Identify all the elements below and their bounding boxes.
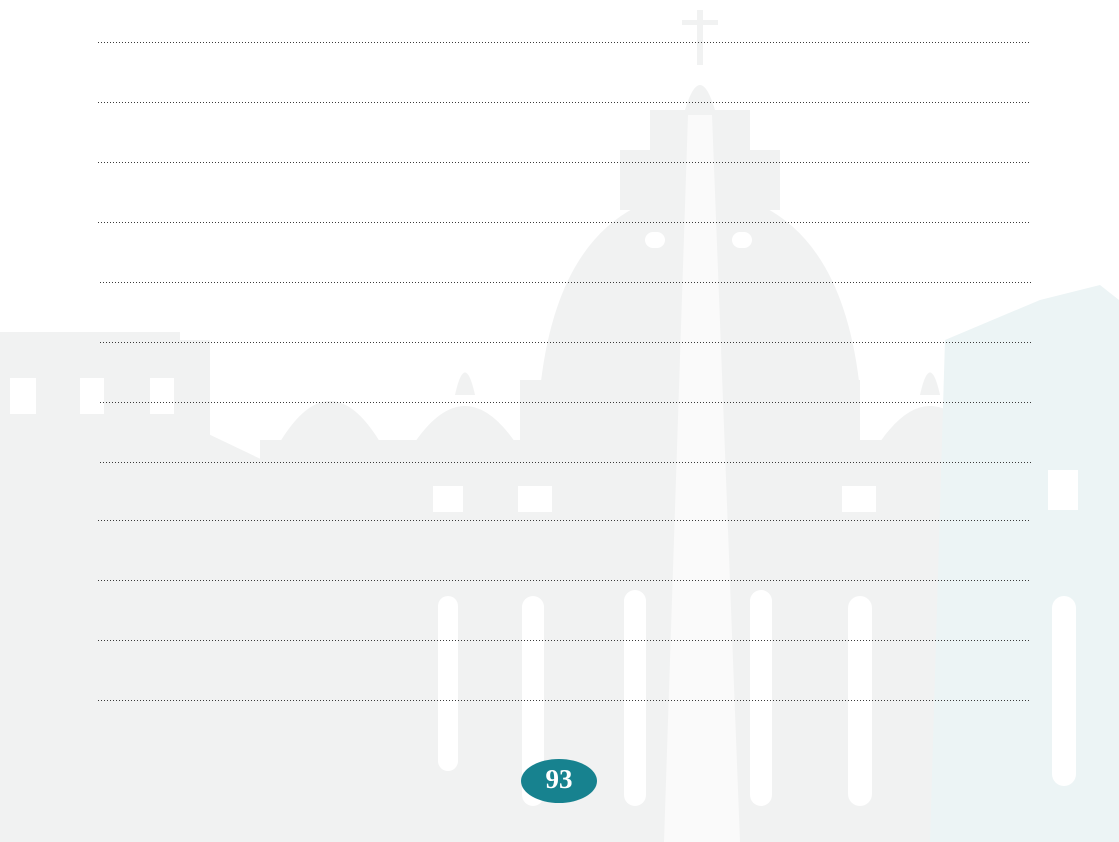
background-silhouette (0, 10, 1119, 842)
notebook-page: 93 (0, 0, 1119, 842)
page: {"page_number": "93"} (0, 0, 1119, 842)
page-number: 93 (546, 764, 573, 794)
